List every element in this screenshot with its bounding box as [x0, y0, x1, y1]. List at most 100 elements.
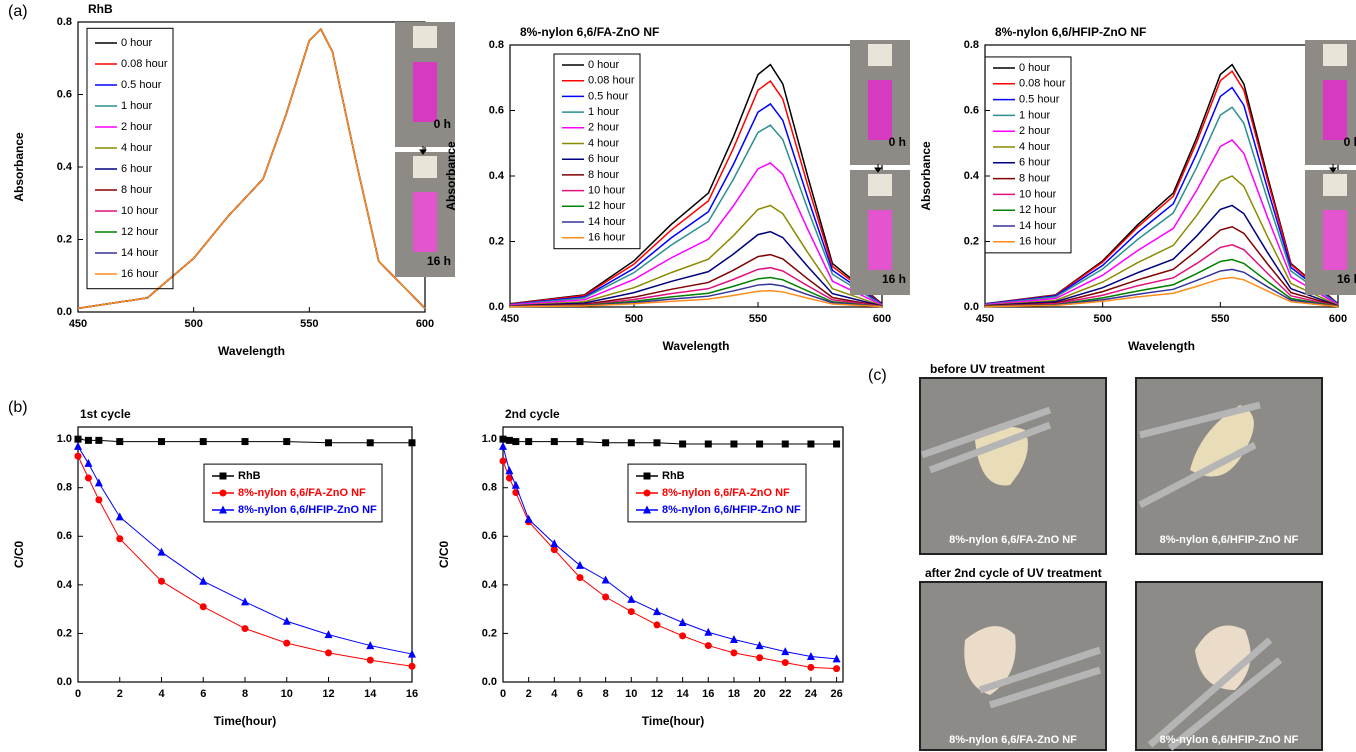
- x-tick-label: 4: [158, 688, 165, 700]
- cuvette-cap: [1323, 174, 1347, 196]
- cuvette-cap: [1323, 44, 1347, 66]
- legend-label: 6 hour: [1019, 157, 1051, 169]
- sample: [964, 626, 1016, 695]
- cuvette-cap: [868, 174, 892, 196]
- x-tick-label: 2: [526, 688, 532, 700]
- data-point: [499, 457, 507, 465]
- cuvette-label: 16 h: [882, 272, 906, 286]
- y-tick-label: 0.6: [964, 104, 979, 116]
- y-axis-label: Absorbance: [919, 141, 933, 211]
- legend-label: 0 hour: [1019, 62, 1051, 74]
- legend-label: 6 hour: [121, 163, 153, 175]
- y-axis-label: C/C0: [437, 541, 451, 569]
- tweezers: [1138, 401, 1261, 509]
- legend-label: 8 hour: [121, 184, 153, 196]
- x-tick-label: 18: [728, 688, 740, 700]
- legend-label: 6 hour: [588, 153, 620, 165]
- sample: [1190, 405, 1254, 477]
- x-tick-label: 16: [702, 688, 714, 700]
- series-line: [509, 230, 883, 307]
- chart-title: RhB: [88, 2, 113, 16]
- data-point: [74, 452, 82, 460]
- data-point: [199, 438, 207, 446]
- photo: [919, 581, 1107, 751]
- y-tick-label: 0.2: [482, 627, 497, 639]
- y-tick-label: 0.4: [57, 579, 73, 591]
- tweezers: [1147, 637, 1283, 751]
- data-point: [95, 436, 103, 444]
- legend-label: 0.5 hour: [1019, 94, 1060, 106]
- cuvette-liquid: [413, 62, 437, 122]
- data-point: [158, 577, 165, 585]
- series-line: [509, 124, 883, 306]
- photo-panel: before UV treatment 8%-nylon 6,6/FA-ZnO …: [919, 362, 1323, 751]
- data-point: [241, 625, 249, 633]
- x-tick-label: 0: [75, 688, 81, 700]
- series-line: [509, 253, 883, 308]
- legend-label: RhB: [238, 470, 261, 482]
- legend-label: 0.08 hour: [1019, 78, 1066, 90]
- series-line: [509, 79, 883, 305]
- data-point: [499, 441, 507, 450]
- data-point: [730, 440, 738, 448]
- legend-label: 8%-nylon 6,6/FA-ZnO NF: [238, 487, 366, 499]
- x-tick-label: 600: [873, 313, 891, 325]
- data-point: [704, 440, 712, 448]
- x-tick-label: 24: [805, 688, 818, 700]
- data-point: [282, 616, 291, 625]
- y-tick-label: 0.0: [964, 301, 979, 313]
- data-point: [199, 603, 207, 611]
- legend-marker: [219, 505, 227, 514]
- data-point: [756, 654, 764, 662]
- series-line: [509, 162, 883, 306]
- legend-label: 14 hour: [121, 247, 159, 259]
- x-axis-label: Time(hour): [214, 714, 276, 728]
- series-line: [984, 268, 1339, 308]
- panel-label: (a): [8, 3, 28, 20]
- legend-label: 14 hour: [588, 216, 626, 228]
- legend-marker: [643, 472, 651, 480]
- x-axis-label: Time(hour): [642, 714, 704, 728]
- data-point: [576, 574, 584, 582]
- data-point: [525, 438, 533, 446]
- x-tick-label: 4: [551, 688, 558, 700]
- data-point: [781, 440, 789, 448]
- arrow: [419, 146, 427, 155]
- y-tick-label: 0.0: [489, 301, 504, 313]
- legend-label: 10 hour: [121, 205, 159, 217]
- data-point: [199, 576, 208, 585]
- legend-label: 4 hour: [588, 137, 620, 149]
- cuvette-liquid: [1323, 210, 1347, 270]
- tweezers: [920, 406, 1052, 474]
- data-point: [283, 639, 291, 647]
- y-tick-label: 0.4: [964, 170, 980, 182]
- data-point: [602, 439, 610, 447]
- data-point: [627, 608, 635, 616]
- data-point: [115, 512, 124, 521]
- data-point: [730, 649, 738, 657]
- y-tick-label: 0.8: [57, 16, 72, 28]
- legend-label: 8%-nylon 6,6/HFIP-ZnO NF: [238, 504, 377, 516]
- x-tick-label: 600: [416, 318, 434, 330]
- legend-frame: [86, 27, 174, 290]
- legend-label: 8 hour: [1019, 173, 1051, 185]
- legend-label: 4 hour: [1019, 141, 1051, 153]
- y-tick-label: 0.4: [57, 161, 73, 173]
- data-point: [241, 597, 249, 606]
- x-tick-label: 550: [1211, 313, 1229, 325]
- legend-label: 12 hour: [121, 226, 159, 238]
- series-line: [984, 70, 1339, 305]
- y-tick-label: 0.8: [964, 39, 979, 51]
- legend-label: 0.08 hour: [121, 58, 168, 70]
- x-tick-label: 10: [625, 688, 637, 700]
- photo-caption: 8%-nylon 6,6/FA-ZnO NF: [949, 734, 1077, 746]
- data-point: [601, 575, 610, 584]
- cuvette-cap: [413, 156, 437, 178]
- x-tick-label: 450: [69, 318, 87, 330]
- cuvette-label: 0 h: [1344, 135, 1356, 149]
- data-point: [241, 438, 249, 446]
- chart-title: 8%-nylon 6,6/HFIP-ZnO NF: [995, 25, 1146, 39]
- x-tick-label: 16: [406, 688, 418, 700]
- x-tick-label: 22: [779, 688, 791, 700]
